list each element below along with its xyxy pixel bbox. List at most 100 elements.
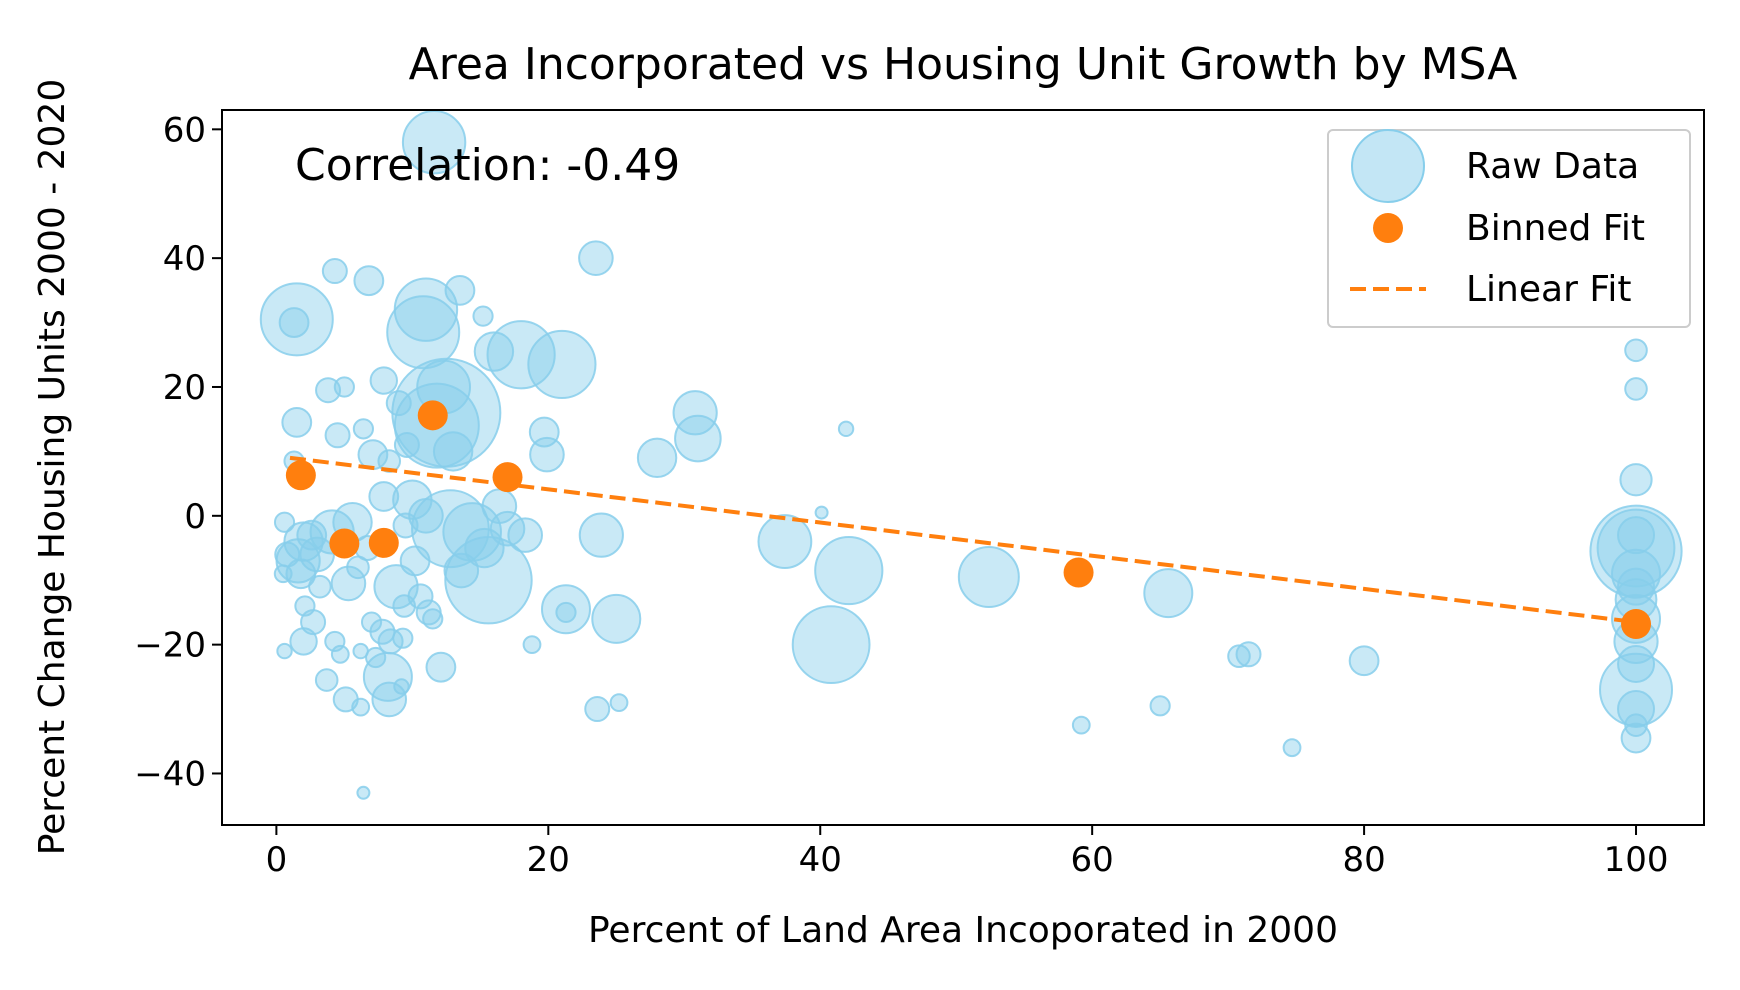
raw-data-point <box>1227 644 1251 669</box>
raw-data-point <box>757 514 813 569</box>
raw-data-point <box>399 545 431 577</box>
raw-data-point <box>672 390 718 436</box>
raw-data-point <box>356 785 371 800</box>
legend-raw-label: Raw Data <box>1466 146 1639 187</box>
binned-fit-point <box>285 460 316 491</box>
raw-data-point <box>333 376 355 398</box>
y-tick-label: −40 <box>134 754 206 794</box>
raw-data-point <box>321 258 348 285</box>
raw-data-point <box>259 282 334 357</box>
raw-data-point <box>1235 641 1262 668</box>
binned-fit-point <box>492 462 523 493</box>
raw-data-point <box>351 697 371 717</box>
x-axis-label: Percent of Land Area Incoporated in 2000 <box>588 910 1338 951</box>
raw-data-point <box>330 565 367 602</box>
raw-data-point <box>371 681 408 718</box>
x-tick-label: 80 <box>1342 840 1385 880</box>
legend-linear-label: Linear Fit <box>1466 269 1632 310</box>
raw-data-point <box>1617 567 1656 606</box>
raw-data-point <box>1617 516 1656 555</box>
legend: Raw Data Binned Fit Linear Fit <box>1327 129 1691 328</box>
raw-data-point <box>373 564 419 610</box>
raw-data-point <box>353 265 385 297</box>
raw-data-point <box>314 668 339 692</box>
raw-data-point <box>1071 715 1091 735</box>
raw-data-point <box>957 546 1020 609</box>
raw-data-point <box>555 601 577 624</box>
raw-data-point <box>432 431 474 472</box>
y-tick-label: 0 <box>184 497 206 537</box>
raw-data-point <box>578 512 624 558</box>
raw-data-point <box>296 519 328 551</box>
raw-data-point <box>1619 463 1653 497</box>
raw-data-point <box>1143 568 1194 619</box>
raw-data-point <box>527 329 597 400</box>
plot-border <box>221 109 1705 826</box>
raw-data-point <box>472 305 494 327</box>
raw-data-point <box>1620 722 1652 754</box>
raw-data-point <box>1611 548 1662 599</box>
correlation-annotation: Correlation: -0.49 <box>295 140 680 191</box>
raw-data-point <box>1624 377 1648 401</box>
linear-fit-line <box>289 455 1637 625</box>
raw-data-point <box>289 627 318 656</box>
raw-data-point <box>401 110 467 175</box>
x-tick-label: 0 <box>266 840 288 880</box>
raw-data-point <box>1348 645 1380 677</box>
chart-title: Area Incorporated vs Housing Unit Growth… <box>409 39 1518 90</box>
raw-data-point <box>315 377 342 404</box>
raw-data-point <box>444 274 476 306</box>
raw-data-point <box>386 295 461 370</box>
y-axis-label: Percent Change Housing Units 2000 - 2020 <box>32 79 73 856</box>
binned-fit-point <box>417 400 448 431</box>
y-axis-ticks: −40 −20 0 20 40 60 <box>134 110 222 794</box>
raw-data-point <box>837 420 855 438</box>
legend-binned-marker <box>1373 213 1403 243</box>
raw-data-point <box>591 593 642 644</box>
raw-data-point <box>473 331 515 372</box>
raw-data-point <box>814 505 829 520</box>
y-tick-label: 20 <box>163 368 206 408</box>
x-axis-ticks: 0 20 40 60 80 100 <box>266 825 1669 880</box>
y-tick-label: 60 <box>163 110 206 150</box>
raw-data-point <box>1624 338 1648 363</box>
raw-data-point <box>330 644 350 664</box>
binned-fit-point <box>1063 557 1094 588</box>
raw-data-point <box>1282 738 1302 758</box>
raw-data-point <box>674 414 722 463</box>
raw-data-point <box>346 555 370 580</box>
raw-data-point <box>393 431 420 458</box>
raw-data-point <box>352 418 375 440</box>
raw-data-point <box>392 627 414 649</box>
x-tick-label: 20 <box>527 840 570 880</box>
raw-data-point <box>385 390 412 417</box>
binned-fit-point <box>368 527 399 558</box>
raw-data-point <box>443 552 480 589</box>
raw-data-point <box>540 584 591 635</box>
raw-data-point <box>273 511 296 533</box>
raw-data-point <box>522 635 542 655</box>
x-tick-label: 100 <box>1604 840 1669 880</box>
raw-data-point <box>360 611 383 633</box>
raw-data-point <box>365 646 387 669</box>
y-tick-label: 40 <box>163 239 206 279</box>
raw-data-point <box>486 320 556 390</box>
raw-data-point <box>393 678 410 695</box>
raw-data-point <box>369 366 398 395</box>
raw-data-point <box>392 594 416 618</box>
raw-data-point <box>444 536 533 625</box>
raw-data-point <box>529 436 565 473</box>
binned-fit-point <box>1621 609 1652 640</box>
raw-data-point <box>578 240 614 276</box>
raw-data-point <box>276 642 293 660</box>
raw-data-point <box>278 307 310 338</box>
raw-data-point <box>425 651 457 683</box>
raw-data-point <box>1149 695 1171 717</box>
raw-data-point <box>308 574 332 599</box>
binned-fit-layer <box>285 400 1652 640</box>
y-tick-label: −20 <box>134 626 206 666</box>
raw-data-point <box>507 517 543 553</box>
raw-data-point <box>422 608 444 630</box>
raw-data-point <box>814 535 884 606</box>
